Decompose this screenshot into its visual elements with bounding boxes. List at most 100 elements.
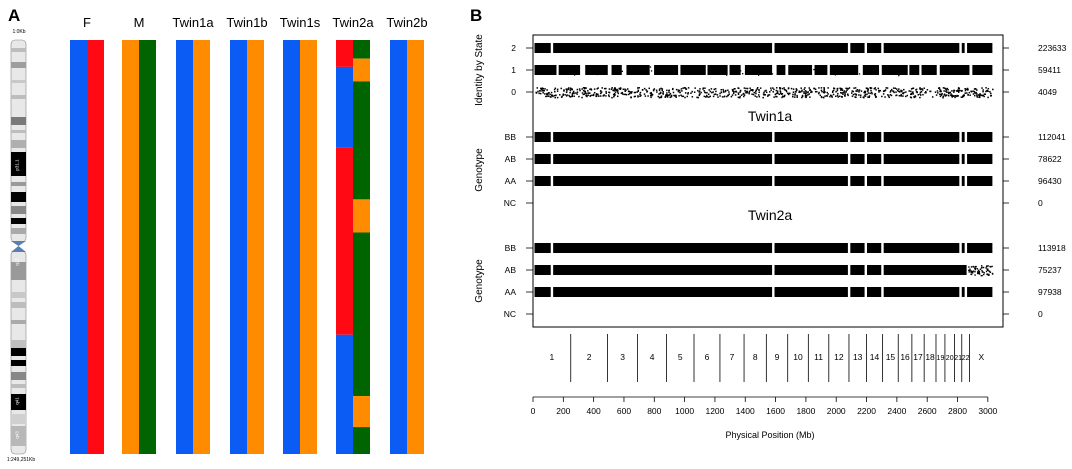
count-label-twin1a-aa: 96430 (1038, 176, 1062, 186)
marks-ibs-0-point (637, 96, 639, 98)
marks-ibs-0-point (961, 96, 964, 98)
marks-ibs-0-point (581, 88, 583, 90)
marks-ibs-1 (909, 65, 920, 75)
marks-ibs-0-point (719, 92, 721, 95)
marks-ibs-0-point (739, 96, 741, 99)
marks-ibs-0-point (831, 91, 834, 94)
marks-twin2a-ab-point (974, 265, 976, 268)
marks-ibs-1 (534, 65, 557, 75)
marks-ibs-0-point (660, 87, 662, 90)
marks-ibs-0-point (634, 95, 637, 98)
marks-ibs-0-point (753, 91, 755, 94)
marks-ibs-0-point (773, 96, 775, 98)
marks-ibs-0-point (748, 91, 750, 94)
marks-ibs-0-point (749, 87, 751, 89)
marks-ibs-0-point (593, 91, 596, 94)
y-axis-ticks: 2 1 0 BB AB AA NC BB AB AA NC (504, 43, 533, 319)
marks-ibs-0-point (983, 93, 986, 95)
marks-ibs-1 (558, 65, 581, 75)
marks-ibs-0-point (628, 90, 631, 93)
marks-ibs-1-point (795, 67, 797, 69)
marks-twin2a-ab-point (968, 266, 970, 268)
chromosome-label-12: 12 (834, 352, 844, 362)
marks-ibs-0-point (657, 95, 660, 98)
marks-ibs-0-point (912, 91, 914, 93)
haplotype-segment-twin2b (390, 40, 407, 454)
marks-ibs-0-point (554, 91, 556, 93)
title-twin1a: Twin1a (748, 108, 793, 124)
marks-ibs-0-point (803, 88, 805, 91)
marks-ibs-0-point (743, 92, 745, 95)
marks-ibs-2 (774, 43, 848, 53)
marks-twin2a-ab-point (968, 271, 970, 273)
marks-ibs-0-point (684, 92, 687, 94)
marks-ibs-0-point (572, 92, 574, 94)
marks-ibs-0-point (670, 95, 673, 98)
x-tick-label-2200: 2200 (857, 406, 876, 416)
marks-ibs-0-point (858, 91, 860, 93)
marks-ibs-0-point (909, 93, 912, 96)
marks-ibs-0-point (699, 93, 701, 95)
marks-ibs-0-point (820, 87, 823, 89)
marks-ibs-0-point (852, 93, 855, 96)
marks-ibs-0-point (556, 88, 559, 91)
marks-twin2a-ab-point (978, 270, 981, 273)
marks-ibs-0-point (675, 88, 678, 91)
marks-ibs-0-point (920, 94, 922, 96)
marks-ibs-0-point (973, 92, 976, 94)
marks-ibs-1-point (641, 73, 644, 75)
marks-ibs-0-point (690, 92, 692, 94)
marks-ibs-0-point (781, 93, 784, 95)
marks-ibs-0-point (630, 96, 632, 98)
marks-ibs-1-point (844, 69, 846, 71)
marks-ibs-0-point (950, 93, 952, 95)
marks-ibs-0-point (922, 93, 924, 96)
marks-ibs-0-point (794, 96, 796, 98)
marks-twin2a-ab-point (982, 271, 984, 273)
marks-ibs-1 (921, 65, 937, 75)
marks-ibs-0-point (587, 92, 589, 94)
marks-ibs-0-point (962, 95, 964, 98)
marks-twin2a-ab-point (989, 271, 992, 274)
marks-ibs-0-point (805, 95, 808, 97)
marks-ibs-0-point (840, 88, 843, 90)
marks-ibs-0-point (953, 89, 956, 92)
marks-ibs-0-point (982, 94, 985, 97)
marks-ibs-0-point (638, 87, 640, 89)
chromosome-label-7: 7 (730, 352, 735, 362)
marks-ibs-1-point (692, 65, 694, 67)
marks-ibs-1-point (626, 70, 629, 72)
marks-ibs-1-point (830, 71, 833, 74)
marks-ibs-0-point (943, 90, 945, 92)
marks-twin2a-bb (961, 243, 965, 253)
marks-ibs-0-point (824, 91, 826, 93)
marks-ibs-1-point (858, 73, 861, 75)
marks-ibs-0-point (748, 92, 750, 95)
marks-ibs-0-point (958, 89, 960, 92)
chromosome-band (11, 348, 26, 356)
marks-ibs-1-point (909, 68, 911, 70)
marks-ibs-0-point (560, 87, 562, 90)
marks-ibs-0-point (817, 92, 820, 95)
marks-ibs-0-point (624, 90, 627, 92)
marks-ibs-0-point (818, 91, 820, 94)
marks-ibs-0-point (973, 94, 976, 97)
marks-ibs-0-point (568, 88, 570, 91)
marks-ibs-0-point (697, 89, 699, 92)
marks-ibs-0-point (573, 95, 575, 98)
marks-ibs-0-point (678, 89, 681, 92)
marks-ibs-0-point (851, 90, 853, 92)
marks-ibs-0-point (553, 88, 556, 91)
title-twin2a: Twin2a (748, 207, 793, 223)
marks-ibs-0-point (712, 95, 715, 98)
marks-ibs-0-point (728, 91, 730, 93)
marks-ibs-0-point (707, 93, 710, 96)
marks-ibs-0-point (844, 92, 846, 94)
marks-ibs-0-point (830, 95, 833, 97)
marks-ibs-1-point (978, 72, 980, 74)
marks-ibs-0-point (878, 89, 880, 92)
marks-ibs-0-point (711, 91, 713, 94)
marks-ibs-0-point (583, 93, 586, 95)
marks-ibs-0-point (763, 91, 765, 94)
marks-ibs-0-point (666, 93, 668, 96)
